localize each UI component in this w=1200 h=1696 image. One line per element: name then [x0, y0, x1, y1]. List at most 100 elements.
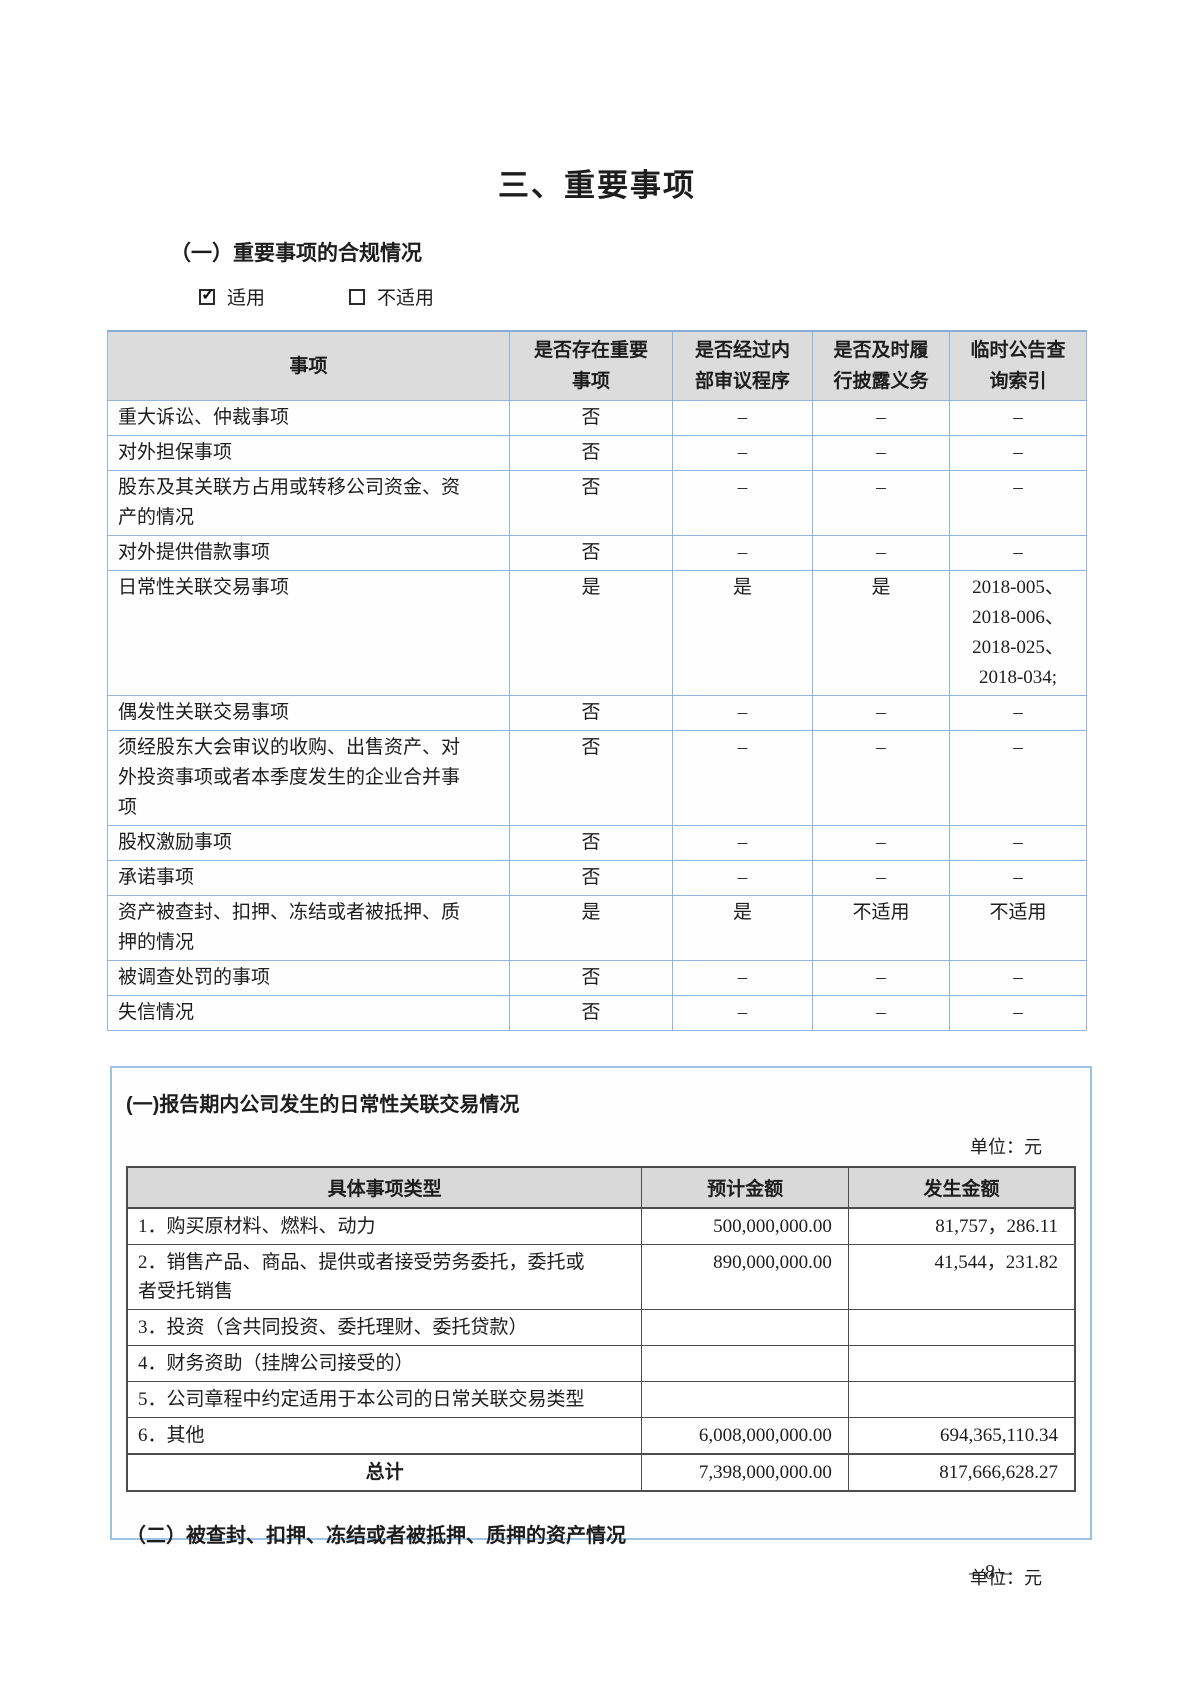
- cell: –: [949, 470, 1087, 536]
- cell: 是: [509, 895, 673, 961]
- cell: 2．销售产品、商品、提供或者接受劳务委托，委托或者受托销售: [126, 1244, 643, 1310]
- cell: 694,365,110.34: [847, 1417, 1076, 1455]
- cell: 否: [509, 470, 673, 536]
- cell: 500,000,000.00: [641, 1207, 849, 1245]
- applicability-check-row: 适用 不适用: [199, 283, 434, 310]
- page-title: 三、重要事项: [498, 168, 696, 203]
- cell: 4．财务资助（挂牌公司接受的）: [126, 1345, 643, 1382]
- cell: 否: [509, 860, 673, 896]
- cell: –: [672, 435, 813, 471]
- table-row: 4．财务资助（挂牌公司接受的）: [126, 1345, 1076, 1382]
- table-row: 2．销售产品、商品、提供或者接受劳务委托，委托或者受托销售 890,000,00…: [126, 1244, 1076, 1310]
- checked-checkbox-icon: [199, 285, 215, 305]
- cell: 5．公司章程中约定适用于本公司的日常关联交易类型: [126, 1381, 643, 1418]
- table-row: 须经股东大会审议的收购、出售资产、对外投资事项或者本季度发生的企业合并事项 否 …: [107, 730, 1087, 826]
- cell: –: [812, 695, 950, 731]
- cell: –: [949, 860, 1087, 896]
- cell: –: [949, 695, 1087, 731]
- cell: –: [672, 400, 813, 436]
- cell: 6．其他: [126, 1417, 643, 1455]
- cell: 1．购买原材料、燃料、动力: [126, 1207, 643, 1245]
- cell: 81,757，286.11: [847, 1207, 1076, 1245]
- cell: –: [949, 995, 1087, 1031]
- cell: –: [949, 825, 1087, 861]
- column-header: 是否存在重要 事项: [509, 330, 673, 401]
- cell: 重大诉讼、仲裁事项: [107, 400, 510, 436]
- cell: –: [949, 435, 1087, 471]
- column-header: 临时公告查 询索引: [949, 330, 1087, 401]
- cell: 否: [509, 995, 673, 1031]
- column-header: 预计金额: [641, 1166, 849, 1209]
- table-row: 承诺事项 否 – – –: [107, 860, 1087, 896]
- table-row: 被调查处罚的事项 否 – – –: [107, 960, 1087, 996]
- cell: 7,398,000,000.00: [641, 1453, 849, 1492]
- cell: 否: [509, 695, 673, 731]
- cell: –: [672, 825, 813, 861]
- cell: [847, 1309, 1076, 1346]
- related-transactions-table: 具体事项类型 预计金额 发生金额 1．购买原材料、燃料、动力 500,000,0…: [126, 1166, 1076, 1492]
- cell: –: [672, 695, 813, 731]
- table-row: 对外担保事项 否 – – –: [107, 435, 1087, 471]
- cell: 是: [672, 895, 813, 961]
- unchecked-checkbox-icon: [349, 288, 366, 305]
- section-heading-compliance: （一）重要事项的合规情况: [170, 242, 422, 265]
- cell: –: [672, 535, 813, 571]
- related-transactions-box: (一)报告期内公司发生的日常性关联交易情况 单位：元 具体事项类型 预计金额 发…: [110, 1066, 1092, 1588]
- unit-label: 单位：元: [970, 1137, 1042, 1157]
- cell: [641, 1309, 849, 1346]
- cell: 资产被查封、扣押、冻结或者被抵押、质押的情况: [107, 895, 510, 961]
- unit-label: 单位：元: [970, 1568, 1042, 1588]
- table-row: 对外提供借款事项 否 – – –: [107, 535, 1087, 571]
- column-header: 具体事项类型: [126, 1166, 643, 1209]
- cell: –: [812, 470, 950, 536]
- table-header-row: 具体事项类型 预计金额 发生金额: [126, 1166, 1076, 1209]
- cell: –: [812, 860, 950, 896]
- cell: –: [812, 435, 950, 471]
- table-row: 股权激励事项 否 – – –: [107, 825, 1087, 861]
- table-row: 3．投资（含共同投资、委托理财、委托贷款）: [126, 1309, 1076, 1346]
- cell: –: [812, 960, 950, 996]
- cell: 须经股东大会审议的收购、出售资产、对外投资事项或者本季度发生的企业合并事项: [107, 730, 510, 826]
- table-row: 重大诉讼、仲裁事项 否 – – –: [107, 400, 1087, 436]
- cell: 股权激励事项: [107, 825, 510, 861]
- cell: –: [949, 960, 1087, 996]
- cell: 否: [509, 960, 673, 996]
- cell: 否: [509, 400, 673, 436]
- table-row: 日常性关联交易事项 是 是 是 2018-005、 2018-006、 2018…: [107, 570, 1087, 696]
- table-row: 偶发性关联交易事项 否 – – –: [107, 695, 1087, 731]
- cell: 否: [509, 825, 673, 861]
- cell: 对外担保事项: [107, 435, 510, 471]
- cell: [641, 1345, 849, 1382]
- cell: [847, 1381, 1076, 1418]
- compliance-table: 事项 是否存在重要 事项 是否经过内 部审议程序 是否及时履 行披露义务 临时公…: [107, 330, 1087, 1031]
- section-heading-pledged-assets: （二）被查封、扣押、冻结或者被抵押、质押的资产情况: [126, 1525, 626, 1547]
- cell: 不适用: [812, 895, 950, 961]
- cell: 被调查处罚的事项: [107, 960, 510, 996]
- cell: –: [812, 995, 950, 1031]
- related-transactions-heading: (一)报告期内公司发生的日常性关联交易情况: [126, 1094, 520, 1116]
- cell: [847, 1345, 1076, 1382]
- cell: –: [812, 730, 950, 826]
- cell: –: [812, 535, 950, 571]
- cell: [641, 1381, 849, 1418]
- table-row: 资产被查封、扣押、冻结或者被抵押、质押的情况 是 是 不适用 不适用: [107, 895, 1087, 961]
- cell: 41,544，231.82: [847, 1244, 1076, 1310]
- cell: –: [812, 400, 950, 436]
- cell: 对外提供借款事项: [107, 535, 510, 571]
- cell: 2018-005、 2018-006、 2018-025、 2018-034;: [949, 570, 1087, 696]
- cell: –: [672, 995, 813, 1031]
- cell: 否: [509, 535, 673, 571]
- cell: –: [812, 825, 950, 861]
- cell: 失信情况: [107, 995, 510, 1031]
- cell: 3．投资（含共同投资、委托理财、委托贷款）: [126, 1309, 643, 1346]
- cell: 承诺事项: [107, 860, 510, 896]
- table-header-row: 事项 是否存在重要 事项 是否经过内 部审议程序 是否及时履 行披露义务 临时公…: [107, 330, 1087, 401]
- applicable-label: 适用: [227, 288, 266, 309]
- cell: –: [672, 960, 813, 996]
- total-label-cell: 总计: [126, 1453, 643, 1492]
- cell: –: [672, 860, 813, 896]
- cell: 日常性关联交易事项: [107, 570, 510, 696]
- cell: 817,666,628.27: [847, 1453, 1076, 1492]
- cell: –: [949, 730, 1087, 826]
